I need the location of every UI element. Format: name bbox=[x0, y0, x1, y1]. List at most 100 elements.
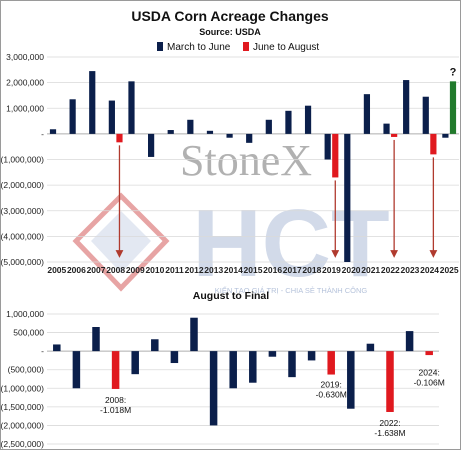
top-y-tick-label: 2,000,000 bbox=[6, 78, 44, 88]
bar-march-june-2010 bbox=[148, 133, 155, 157]
bar-march-june-2018 bbox=[304, 105, 312, 134]
bottom-plot-area: (2,500,000) (2,000,000) (1,500,000) (1,000,… bbox=[1, 309, 445, 449]
bar-march-june-2025 bbox=[442, 133, 449, 138]
top-y-tick-label: (4,000,000) bbox=[1, 231, 44, 241]
bar-march-june-2023 bbox=[403, 80, 410, 134]
top-plot-area: (5,000,000) (4,000,000) (3,000,000) (2,000,… bbox=[1, 52, 459, 275]
bar-aug-final-2020 bbox=[347, 351, 355, 409]
highlight-question-label: ? bbox=[450, 66, 457, 78]
top-chart-subtitle: Source: USDA bbox=[199, 27, 261, 37]
bar-aug-final-2024 bbox=[425, 351, 433, 356]
bar-aug-final-2023 bbox=[405, 331, 414, 352]
top-y-tick-label: (3,000,000) bbox=[1, 206, 44, 216]
top-y-tick-label: (5,000,000) bbox=[1, 257, 44, 267]
bar-aug-final-2014 bbox=[229, 351, 237, 389]
bar-aug-final-2018 bbox=[307, 351, 316, 361]
top-x-tick-label: 2013 bbox=[204, 265, 223, 275]
bar-aug-final-2012 bbox=[190, 317, 198, 352]
top-x-tick-label: 2015 bbox=[244, 265, 263, 275]
annotation-2008-label: 2008: bbox=[105, 395, 126, 405]
hct-logo-diamond-inner-icon bbox=[91, 211, 151, 273]
bar-june-august-2024 bbox=[430, 133, 437, 155]
watermark-tagline: KIẾN TẠO GIÁ TRỊ - CHIA SẺ THÀNH CÔNG bbox=[215, 285, 368, 295]
top-x-tick-label: 2022 bbox=[381, 265, 400, 275]
bottom-y-tick-label: (2,000,000) bbox=[1, 420, 44, 430]
bar-june-august-2022 bbox=[391, 133, 398, 137]
bar-aug-final-2007 bbox=[92, 327, 100, 352]
watermark-stonex: StoneX bbox=[180, 136, 312, 185]
bar-march-june-2005 bbox=[49, 129, 57, 134]
top-x-tick-label: 2009 bbox=[126, 265, 145, 275]
bottom-y-tick-label: (2,500,000) bbox=[1, 439, 44, 449]
bar-aug-final-2011 bbox=[170, 351, 179, 364]
bar-aug-final-2009 bbox=[131, 351, 139, 375]
top-y-tick-label: - bbox=[41, 129, 44, 139]
top-y-tick-label: (1,000,000) bbox=[1, 155, 44, 165]
bottom-chart-title: August to Final bbox=[193, 290, 269, 302]
top-y-tick-label: (2,000,000) bbox=[1, 180, 44, 190]
bottom-y-tick-label: 1,000,000 bbox=[6, 309, 44, 319]
bar-march-june-2021 bbox=[363, 94, 371, 134]
watermark-hct: HCT bbox=[192, 190, 389, 297]
bar-march-june-2012 bbox=[187, 119, 194, 134]
bar-aug-final-2005 bbox=[53, 344, 61, 352]
bar-march-june-2011 bbox=[167, 130, 174, 134]
bar-aug-final-2017 bbox=[288, 351, 296, 378]
top-x-tick-label: 2016 bbox=[263, 265, 282, 275]
bar-march-june-2009 bbox=[128, 81, 135, 134]
bottom-y-tick-label: (1,500,000) bbox=[1, 402, 44, 412]
top-x-tick-label: 2023 bbox=[400, 265, 419, 275]
bottom-y-tick-label: 500,000 bbox=[13, 328, 44, 338]
top-x-tick-label: 2008 bbox=[106, 265, 125, 275]
bar-march-june-2024 bbox=[422, 96, 429, 134]
annotation-2024-label: 2024: bbox=[419, 368, 440, 378]
bar-march-june-2020 bbox=[344, 133, 351, 262]
top-x-tick-label: 2018 bbox=[302, 265, 321, 275]
hct-logo-diamond-icon bbox=[72, 192, 170, 292]
annotation-2019-value: -0.630M bbox=[316, 390, 347, 400]
bar-aug-final-2021 bbox=[366, 343, 375, 352]
top-y-tick-label: 1,000,000 bbox=[6, 103, 44, 113]
bar-march-june-2007 bbox=[89, 71, 96, 134]
bar-aug-final-2015 bbox=[249, 351, 257, 383]
top-x-tick-label: 2020 bbox=[342, 265, 361, 275]
annotation-2022-label: 2022: bbox=[379, 418, 400, 428]
legend: March to June June to August bbox=[157, 42, 319, 53]
annotation-2024-value: -0.106M bbox=[414, 378, 445, 388]
top-x-tick-label: 2017 bbox=[283, 265, 302, 275]
bar-aug-final-2008 bbox=[111, 351, 120, 389]
top-x-tick-label: 2005 bbox=[47, 265, 66, 275]
top-x-tick-label: 2019 bbox=[322, 265, 341, 275]
top-x-tick-label: 2011 bbox=[165, 265, 184, 275]
top-x-tick-label: 2024 bbox=[420, 265, 439, 275]
legend-label-june-august: June to August bbox=[253, 42, 319, 53]
bar-aug-final-2016 bbox=[268, 351, 277, 357]
legend-label-march-june: March to June bbox=[167, 42, 231, 53]
bar-march-june-2006 bbox=[69, 99, 76, 134]
annotation-2019-label: 2019: bbox=[321, 380, 342, 390]
legend-swatch-june-august bbox=[243, 42, 249, 51]
bottom-y-tick-label: - bbox=[41, 346, 44, 356]
watermark: HCT KIẾN TẠO GIÁ TRỊ - CHIA SẺ THÀNH CÔN… bbox=[72, 190, 390, 297]
bar-march-june-2015 bbox=[246, 133, 253, 143]
bar-march-june-2008 bbox=[108, 100, 115, 134]
bar-aug-final-2013 bbox=[209, 351, 218, 426]
bar-march-june-2017 bbox=[285, 110, 292, 134]
legend-swatch-march-june bbox=[157, 42, 163, 51]
top-x-tick-label: 2014 bbox=[224, 265, 243, 275]
bar-june-august-2025 bbox=[449, 81, 457, 134]
bar-june-august-2008 bbox=[116, 133, 123, 143]
top-x-tick-label: 2010 bbox=[145, 265, 164, 275]
bar-march-june-2022 bbox=[383, 123, 390, 134]
top-x-tick-label: 2025 bbox=[440, 265, 459, 275]
annotation-2022-value: -1.638M bbox=[374, 428, 405, 438]
top-x-tick-label: 2021 bbox=[361, 265, 380, 275]
top-x-tick-label: 2006 bbox=[67, 265, 86, 275]
bar-aug-final-2022 bbox=[386, 351, 394, 412]
bar-june-august-2019 bbox=[332, 133, 339, 178]
bar-march-june-2013 bbox=[206, 130, 214, 134]
bar-aug-final-2006 bbox=[72, 351, 81, 389]
top-y-tick-label: 3,000,000 bbox=[6, 52, 44, 62]
